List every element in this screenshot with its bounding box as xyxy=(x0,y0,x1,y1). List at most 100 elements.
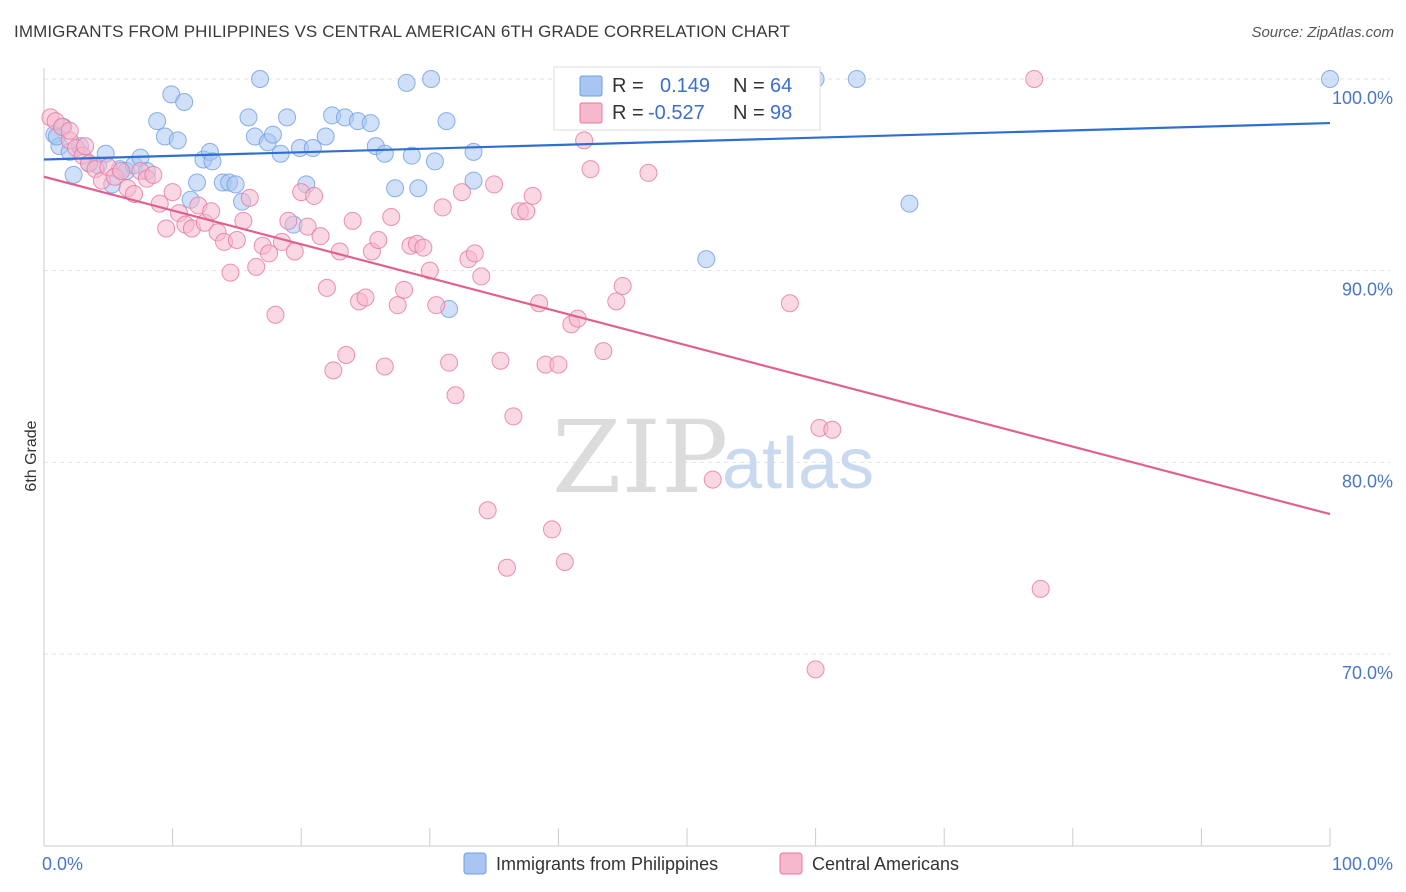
point-central-americans xyxy=(497,558,516,577)
data-points xyxy=(41,70,1339,679)
point-central-americans xyxy=(202,202,221,221)
stats-r-label-2: R = xyxy=(612,102,644,124)
point-central-americans xyxy=(555,553,574,571)
stats-n-label-1: N = xyxy=(733,75,765,97)
y-tick-label: 100.0% xyxy=(1332,88,1393,108)
point-philippines xyxy=(278,108,297,127)
point-central-americans xyxy=(414,238,433,257)
point-philippines xyxy=(409,179,428,198)
stats-n-value-2: 98 xyxy=(770,102,792,124)
point-central-americans xyxy=(452,183,471,202)
y-tick-label: 90.0% xyxy=(1342,280,1393,300)
point-central-americans xyxy=(542,520,561,539)
point-central-americans xyxy=(465,244,484,263)
y-axis-title: 6th Grade xyxy=(23,420,40,491)
point-philippines xyxy=(425,152,444,171)
point-central-americans xyxy=(523,186,542,205)
point-central-americans xyxy=(613,277,632,295)
point-central-americans xyxy=(144,165,163,184)
point-philippines xyxy=(422,70,441,88)
point-central-americans xyxy=(517,202,536,221)
point-central-americans xyxy=(279,211,298,230)
trendline-central-americans xyxy=(43,175,1331,516)
point-philippines xyxy=(263,125,282,144)
legend-swatch-central-americans xyxy=(779,852,803,875)
watermark: ZIP atlas xyxy=(552,399,874,516)
point-central-americans xyxy=(311,227,330,246)
point-central-americans xyxy=(298,217,317,236)
point-central-americans xyxy=(823,420,842,439)
point-central-americans xyxy=(639,163,658,182)
point-central-americans xyxy=(337,346,356,364)
stats-n-value-1: 64 xyxy=(770,75,792,97)
point-central-americans xyxy=(157,219,176,238)
point-central-americans xyxy=(305,186,324,205)
point-philippines xyxy=(361,114,380,133)
point-central-americans xyxy=(491,351,510,370)
point-philippines xyxy=(175,93,194,111)
stats-legend: R = 0.149 N = 64 R = -0.527 N = 98 xyxy=(553,66,821,131)
point-philippines xyxy=(464,142,483,161)
point-philippines xyxy=(148,112,167,131)
point-central-americans xyxy=(575,131,594,150)
point-central-americans xyxy=(607,292,626,311)
source-label: Source: ZipAtlas.com xyxy=(1251,24,1394,41)
point-central-americans xyxy=(703,470,722,489)
point-philippines xyxy=(251,70,270,88)
point-central-americans xyxy=(317,278,336,297)
point-philippines xyxy=(437,112,456,131)
point-central-americans xyxy=(1025,70,1044,88)
point-philippines xyxy=(1321,70,1339,88)
point-central-americans xyxy=(440,353,459,372)
trendline-philippines xyxy=(43,121,1331,161)
point-central-americans xyxy=(806,660,825,679)
point-central-americans xyxy=(330,242,349,261)
point-philippines xyxy=(64,165,83,184)
point-philippines xyxy=(402,146,421,165)
point-central-americans xyxy=(420,261,439,280)
point-central-americans xyxy=(356,288,375,307)
point-philippines xyxy=(188,173,207,192)
legend-label-central-americans: Central Americans xyxy=(812,854,959,874)
y-tick-label: 80.0% xyxy=(1342,471,1393,491)
point-central-americans xyxy=(221,263,240,282)
stats-r-label-1: R = xyxy=(612,75,644,97)
point-central-americans xyxy=(240,188,259,207)
watermark-atlas: atlas xyxy=(722,424,874,504)
stats-swatch-central-americans xyxy=(579,102,603,124)
watermark-zip: ZIP xyxy=(552,399,728,516)
point-central-americans xyxy=(594,342,613,361)
series-legend: Immigrants from Philippines Central Amer… xyxy=(463,852,959,875)
stats-swatch-philippines xyxy=(579,75,603,97)
point-philippines xyxy=(697,250,716,269)
point-philippines xyxy=(464,171,483,190)
point-philippines xyxy=(386,179,405,198)
point-philippines xyxy=(168,131,187,150)
point-central-americans xyxy=(266,305,285,324)
point-central-americans xyxy=(285,242,304,261)
point-central-americans xyxy=(375,357,394,376)
x-tick-label: 100.0% xyxy=(1332,854,1393,874)
grid xyxy=(44,78,1390,655)
point-central-americans xyxy=(382,208,401,226)
legend-label-philippines: Immigrants from Philippines xyxy=(496,854,718,874)
legend-swatch-philippines xyxy=(463,852,487,875)
stats-r-value-2: -0.527 xyxy=(648,102,705,124)
point-philippines xyxy=(847,70,866,88)
point-philippines xyxy=(203,152,222,171)
point-central-americans xyxy=(343,211,362,230)
point-central-americans xyxy=(1031,579,1050,598)
point-central-americans xyxy=(324,361,343,380)
point-central-americans xyxy=(395,280,414,299)
point-central-americans xyxy=(780,294,799,313)
point-central-americans xyxy=(427,296,446,315)
point-central-americans xyxy=(76,137,95,156)
point-central-americans xyxy=(227,231,246,249)
point-philippines xyxy=(239,108,258,127)
point-philippines xyxy=(375,144,394,163)
point-philippines xyxy=(900,194,919,213)
point-philippines xyxy=(316,127,335,146)
point-central-americans xyxy=(478,501,497,520)
point-central-americans xyxy=(60,121,79,140)
